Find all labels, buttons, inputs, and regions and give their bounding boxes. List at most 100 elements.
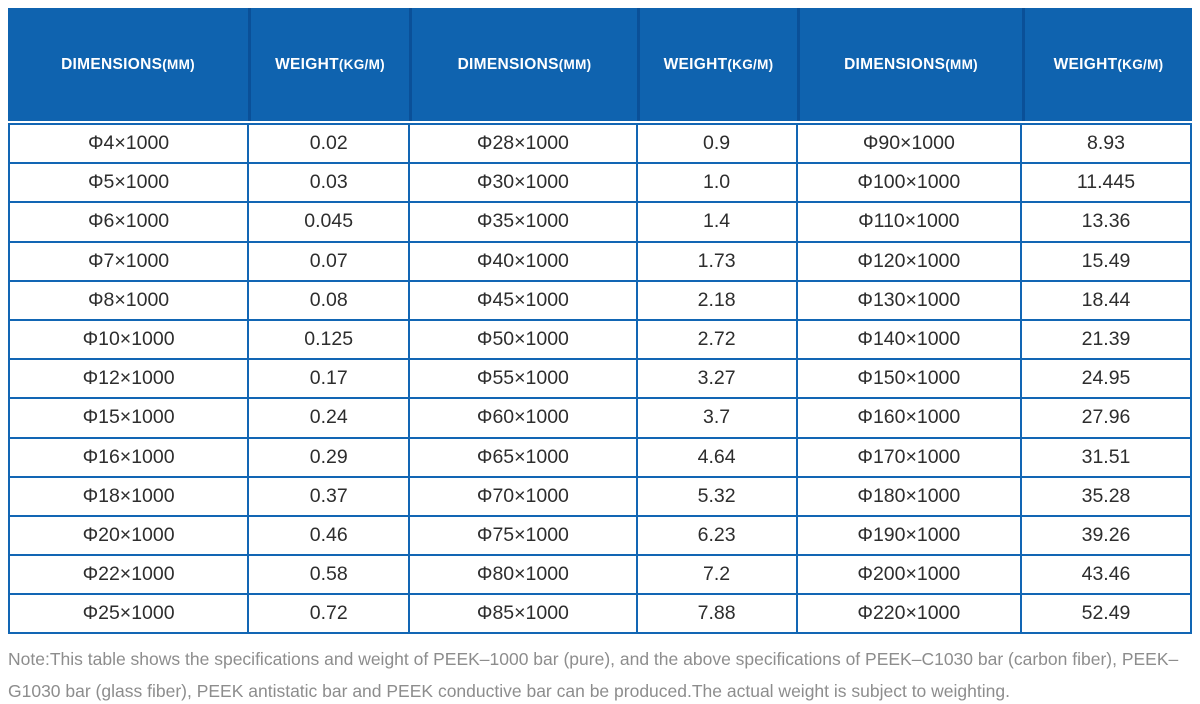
dimensions-cell: Φ100×1000 xyxy=(797,164,1020,202)
dimensions-cell: Φ55×1000 xyxy=(410,360,636,398)
dimensions-cell: Φ25×1000 xyxy=(10,595,248,633)
weight-cell: 8.93 xyxy=(1022,125,1190,163)
dimensions-cell: Φ130×1000 xyxy=(797,281,1020,319)
weight-cell: 31.51 xyxy=(1022,438,1190,476)
column-header-dimensions-2: DIMENSIONS (MM) xyxy=(409,8,637,121)
dimensions-cell: Φ30×1000 xyxy=(410,164,636,202)
weight-cell: 43.46 xyxy=(1022,556,1190,594)
weight-cell: 0.17 xyxy=(249,360,409,398)
dimensions-cell: Φ10×1000 xyxy=(10,320,248,359)
column-header-label: DIMENSIONS xyxy=(61,55,163,73)
dimensions-cell: Φ45×1000 xyxy=(410,281,636,319)
dimensions-cell: Φ190×1000 xyxy=(797,516,1020,555)
weight-cell: 35.28 xyxy=(1022,477,1190,515)
weight-cell: 5.32 xyxy=(637,477,796,515)
weight-cell: 4.64 xyxy=(637,438,796,476)
dimensions-cell: Φ28×1000 xyxy=(410,125,636,163)
column-header-unit: (MM) xyxy=(558,57,592,72)
weight-cell: 7.2 xyxy=(637,556,796,594)
column-header-unit: (MM) xyxy=(945,57,978,72)
dimensions-cell: Φ220×1000 xyxy=(797,595,1020,633)
weight-cell: 11.445 xyxy=(1022,164,1190,202)
column-header-dimensions-1: DIMENSIONS (MM) xyxy=(8,8,248,121)
weight-cell: 3.27 xyxy=(637,360,796,398)
weight-cell: 15.49 xyxy=(1022,242,1190,280)
weight-cell: 2.18 xyxy=(637,281,796,319)
dimensions-cell: Φ90×1000 xyxy=(797,125,1020,163)
column-header-weight-1: WEIGHT (KG/M) xyxy=(248,8,409,121)
dimensions-cell: Φ85×1000 xyxy=(410,595,636,633)
weight-cell: 2.72 xyxy=(637,320,796,359)
note-text: Note:This table shows the specifications… xyxy=(8,649,1179,702)
column-header-weight-3: WEIGHT (KG/M) xyxy=(1022,8,1192,121)
weight-cell: 18.44 xyxy=(1022,281,1190,319)
dimensions-cell: Φ60×1000 xyxy=(410,399,636,437)
weight-cell: 0.08 xyxy=(249,281,409,319)
dimensions-cell: Φ65×1000 xyxy=(410,438,636,476)
weight-cell: 0.045 xyxy=(249,203,409,241)
weight-cell: 0.9 xyxy=(637,125,796,163)
dimensions-cell: Φ150×1000 xyxy=(797,360,1020,398)
dimensions-cell: Φ75×1000 xyxy=(410,516,636,555)
weight-cell: 0.24 xyxy=(249,399,409,437)
dimensions-cell: Φ5×1000 xyxy=(10,164,248,202)
weight-cell: 0.29 xyxy=(249,438,409,476)
column-header-unit: (KG/M) xyxy=(1117,57,1164,72)
table-body: Φ4×1000 0.02 Φ28×1000 0.9 Φ90×1000 8.93 Φ5×100… xyxy=(8,123,1192,635)
dimensions-cell: Φ15×1000 xyxy=(10,399,248,437)
weight-cell: 24.95 xyxy=(1022,360,1190,398)
dimensions-cell: Φ6×1000 xyxy=(10,203,248,241)
weight-cell: 3.7 xyxy=(637,399,796,437)
column-header-label: WEIGHT xyxy=(275,55,339,73)
weight-cell: 27.96 xyxy=(1022,399,1190,437)
column-header-weight-2: WEIGHT (KG/M) xyxy=(637,8,797,121)
weight-cell: 0.03 xyxy=(249,164,409,202)
weight-cell: 1.0 xyxy=(637,164,796,202)
spec-table: DIMENSIONS (MM) WEIGHT (KG/M) DIMENSIONS (M… xyxy=(8,8,1192,635)
dimensions-cell: Φ22×1000 xyxy=(10,556,248,594)
column-header-label: DIMENSIONS xyxy=(844,55,946,73)
dimensions-cell: Φ200×1000 xyxy=(797,556,1020,594)
weight-cell: 1.73 xyxy=(637,242,796,280)
column-header-label: WEIGHT xyxy=(663,55,728,73)
dimensions-cell: Φ140×1000 xyxy=(797,320,1020,359)
weight-cell: 7.88 xyxy=(637,595,796,633)
dimensions-cell: Φ4×1000 xyxy=(10,125,248,163)
column-header-unit: (KG/M) xyxy=(338,57,385,72)
dimensions-cell: Φ12×1000 xyxy=(10,360,248,398)
weight-cell: 0.37 xyxy=(249,477,409,515)
table-header: DIMENSIONS (MM) WEIGHT (KG/M) DIMENSIONS (M… xyxy=(8,8,1192,121)
weight-cell: 39.26 xyxy=(1022,516,1190,555)
weight-cell: 0.125 xyxy=(249,320,409,359)
dimensions-cell: Φ160×1000 xyxy=(797,399,1020,437)
weight-cell: 1.4 xyxy=(637,203,796,241)
weight-cell: 0.46 xyxy=(249,516,409,555)
column-header-unit: (MM) xyxy=(162,57,195,72)
column-header-label: DIMENSIONS xyxy=(457,55,559,73)
dimensions-cell: Φ70×1000 xyxy=(410,477,636,515)
weight-cell: 52.49 xyxy=(1022,595,1190,633)
weight-cell: 13.36 xyxy=(1022,203,1190,241)
dimensions-cell: Φ7×1000 xyxy=(10,242,248,280)
dimensions-cell: Φ16×1000 xyxy=(10,438,248,476)
dimensions-cell: Φ180×1000 xyxy=(797,477,1020,515)
weight-cell: 0.72 xyxy=(249,595,409,633)
column-header-label: WEIGHT xyxy=(1053,55,1118,73)
column-header-unit: (KG/M) xyxy=(727,57,774,72)
column-header-dimensions-3: DIMENSIONS (MM) xyxy=(797,8,1022,121)
dimensions-cell: Φ50×1000 xyxy=(410,320,636,359)
dimensions-cell: Φ8×1000 xyxy=(10,281,248,319)
weight-cell: 0.02 xyxy=(249,125,409,163)
dimensions-cell: Φ35×1000 xyxy=(410,203,636,241)
weight-cell: 21.39 xyxy=(1022,320,1190,359)
dimensions-cell: Φ170×1000 xyxy=(797,438,1020,476)
weight-cell: 0.58 xyxy=(249,556,409,594)
dimensions-cell: Φ20×1000 xyxy=(10,516,248,555)
dimensions-cell: Φ80×1000 xyxy=(410,556,636,594)
dimensions-cell: Φ110×1000 xyxy=(797,203,1020,241)
dimensions-cell: Φ40×1000 xyxy=(410,242,636,280)
dimensions-cell: Φ120×1000 xyxy=(797,242,1020,280)
weight-cell: 0.07 xyxy=(249,242,409,280)
dimensions-cell: Φ18×1000 xyxy=(10,477,248,515)
